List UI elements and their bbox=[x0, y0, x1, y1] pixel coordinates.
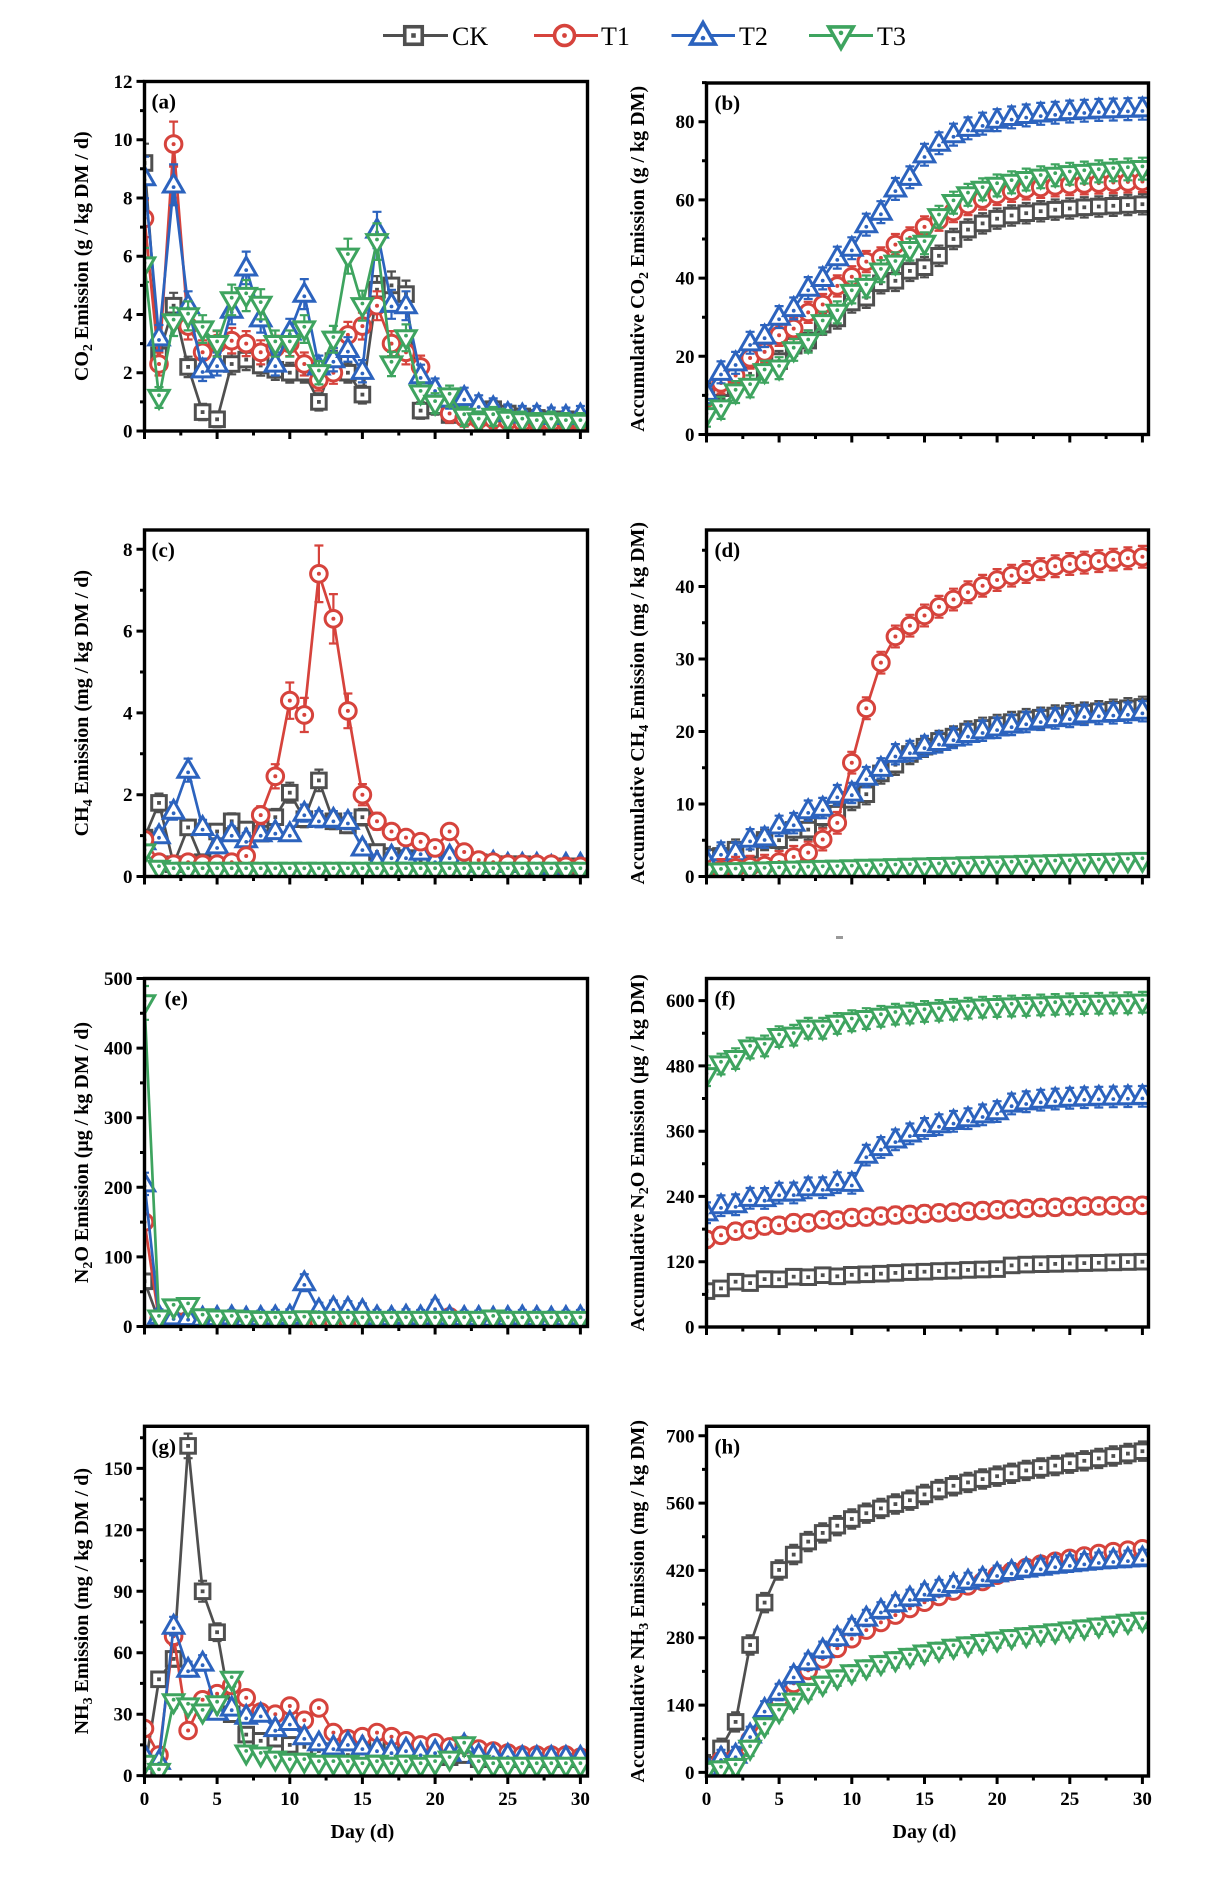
svg-text:10: 10 bbox=[676, 795, 695, 816]
svg-text:420: 420 bbox=[666, 1561, 695, 1582]
svg-text:80: 80 bbox=[676, 112, 695, 133]
svg-text:700: 700 bbox=[666, 1426, 695, 1447]
svg-text:560: 560 bbox=[666, 1494, 695, 1515]
svg-text:20: 20 bbox=[426, 1789, 445, 1810]
svg-text:CH4​ Emission (mg / kg DM / d): CH4​ Emission (mg / kg DM / d) bbox=[71, 570, 96, 836]
svg-text:(e): (e) bbox=[165, 987, 188, 1011]
svg-text:(g): (g) bbox=[152, 1434, 177, 1458]
svg-text:2: 2 bbox=[123, 785, 133, 806]
svg-text:120: 120 bbox=[666, 1252, 695, 1273]
svg-text:60: 60 bbox=[676, 190, 695, 211]
svg-text:8: 8 bbox=[123, 189, 133, 210]
svg-text:30: 30 bbox=[571, 1789, 590, 1810]
svg-text:10: 10 bbox=[842, 1789, 861, 1810]
svg-text:140: 140 bbox=[666, 1696, 695, 1717]
svg-text:Day (d): Day (d) bbox=[330, 1821, 394, 1843]
svg-text:20: 20 bbox=[988, 1789, 1007, 1810]
svg-text:4: 4 bbox=[123, 703, 133, 724]
svg-text:6: 6 bbox=[123, 247, 133, 268]
svg-text:100: 100 bbox=[104, 1247, 133, 1268]
svg-text:0: 0 bbox=[685, 1318, 695, 1339]
svg-text:10: 10 bbox=[280, 1789, 299, 1810]
svg-text:30: 30 bbox=[676, 650, 695, 671]
svg-text:25: 25 bbox=[1060, 1789, 1079, 1810]
svg-text:40: 40 bbox=[676, 269, 695, 290]
svg-text:0: 0 bbox=[123, 1766, 133, 1787]
svg-text:500: 500 bbox=[104, 969, 133, 990]
svg-text:0: 0 bbox=[123, 422, 133, 443]
svg-text:400: 400 bbox=[104, 1039, 133, 1060]
svg-text:T2: T2 bbox=[739, 22, 768, 51]
svg-text:6: 6 bbox=[123, 622, 133, 643]
svg-text:0: 0 bbox=[685, 1763, 695, 1784]
svg-text:240: 240 bbox=[666, 1187, 695, 1208]
svg-text:0: 0 bbox=[702, 1789, 712, 1810]
svg-text:10: 10 bbox=[114, 130, 133, 151]
svg-text:0: 0 bbox=[123, 867, 133, 888]
svg-text:(h): (h) bbox=[715, 1434, 741, 1458]
svg-text:Accumulative NH3​ Emission (mg: Accumulative NH3​ Emission (mg / kg DM) bbox=[627, 1420, 652, 1783]
svg-text:5: 5 bbox=[774, 1789, 784, 1810]
svg-text:30: 30 bbox=[114, 1705, 133, 1726]
svg-text:300: 300 bbox=[104, 1108, 133, 1129]
svg-text:T1: T1 bbox=[601, 22, 630, 51]
svg-text:Accumulative CH4​ Emission (mg: Accumulative CH4​ Emission (mg / kg DM) bbox=[627, 522, 652, 885]
svg-text:280: 280 bbox=[666, 1628, 695, 1649]
svg-text:600: 600 bbox=[666, 991, 695, 1012]
svg-text:360: 360 bbox=[666, 1122, 695, 1143]
svg-text:(c): (c) bbox=[152, 538, 175, 562]
svg-text:CK: CK bbox=[452, 22, 488, 51]
svg-text:CO2​ Emission (g / kg DM / d): CO2​ Emission (g / kg DM / d) bbox=[71, 131, 96, 381]
svg-text:8: 8 bbox=[123, 540, 133, 561]
svg-text:40: 40 bbox=[676, 577, 695, 598]
svg-text:4: 4 bbox=[123, 305, 133, 326]
svg-text:20: 20 bbox=[676, 347, 695, 368]
svg-text:0: 0 bbox=[140, 1789, 150, 1810]
svg-text:Accumulative CO2​ Emission (g: Accumulative CO2​ Emission (g / kg DM) bbox=[627, 86, 652, 432]
svg-text:15: 15 bbox=[353, 1789, 372, 1810]
svg-text:150: 150 bbox=[104, 1459, 133, 1480]
svg-text:0: 0 bbox=[685, 425, 695, 446]
svg-text:(f): (f) bbox=[715, 987, 736, 1011]
svg-text:N2​O Emission (μg / kg DM / d): N2​O Emission (μg / kg DM / d) bbox=[71, 1022, 96, 1283]
svg-text:2: 2 bbox=[123, 363, 133, 384]
svg-text:60: 60 bbox=[114, 1643, 133, 1664]
svg-text:120: 120 bbox=[104, 1520, 133, 1541]
svg-text:NH3​ Emission (mg / kg DM / d): NH3​ Emission (mg / kg DM / d) bbox=[71, 1468, 96, 1734]
svg-text:12: 12 bbox=[114, 72, 133, 93]
svg-text:20: 20 bbox=[676, 722, 695, 743]
svg-text:0: 0 bbox=[123, 1317, 133, 1338]
svg-text:(b): (b) bbox=[715, 91, 741, 115]
svg-text:480: 480 bbox=[666, 1056, 695, 1077]
svg-text:T3: T3 bbox=[877, 22, 906, 51]
svg-text:Accumulative N2​O Emission (μg: Accumulative N2​O Emission (μg / kg DM) bbox=[627, 974, 652, 1331]
svg-text:200: 200 bbox=[104, 1178, 133, 1199]
svg-text:30: 30 bbox=[1133, 1789, 1152, 1810]
svg-text:(d): (d) bbox=[715, 538, 741, 562]
svg-text:(a): (a) bbox=[152, 90, 177, 114]
svg-text:Day (d): Day (d) bbox=[893, 1821, 957, 1843]
svg-text:25: 25 bbox=[498, 1789, 517, 1810]
svg-text:5: 5 bbox=[212, 1789, 222, 1810]
svg-text:90: 90 bbox=[114, 1582, 133, 1603]
svg-text:0: 0 bbox=[685, 867, 695, 888]
svg-text:15: 15 bbox=[915, 1789, 934, 1810]
